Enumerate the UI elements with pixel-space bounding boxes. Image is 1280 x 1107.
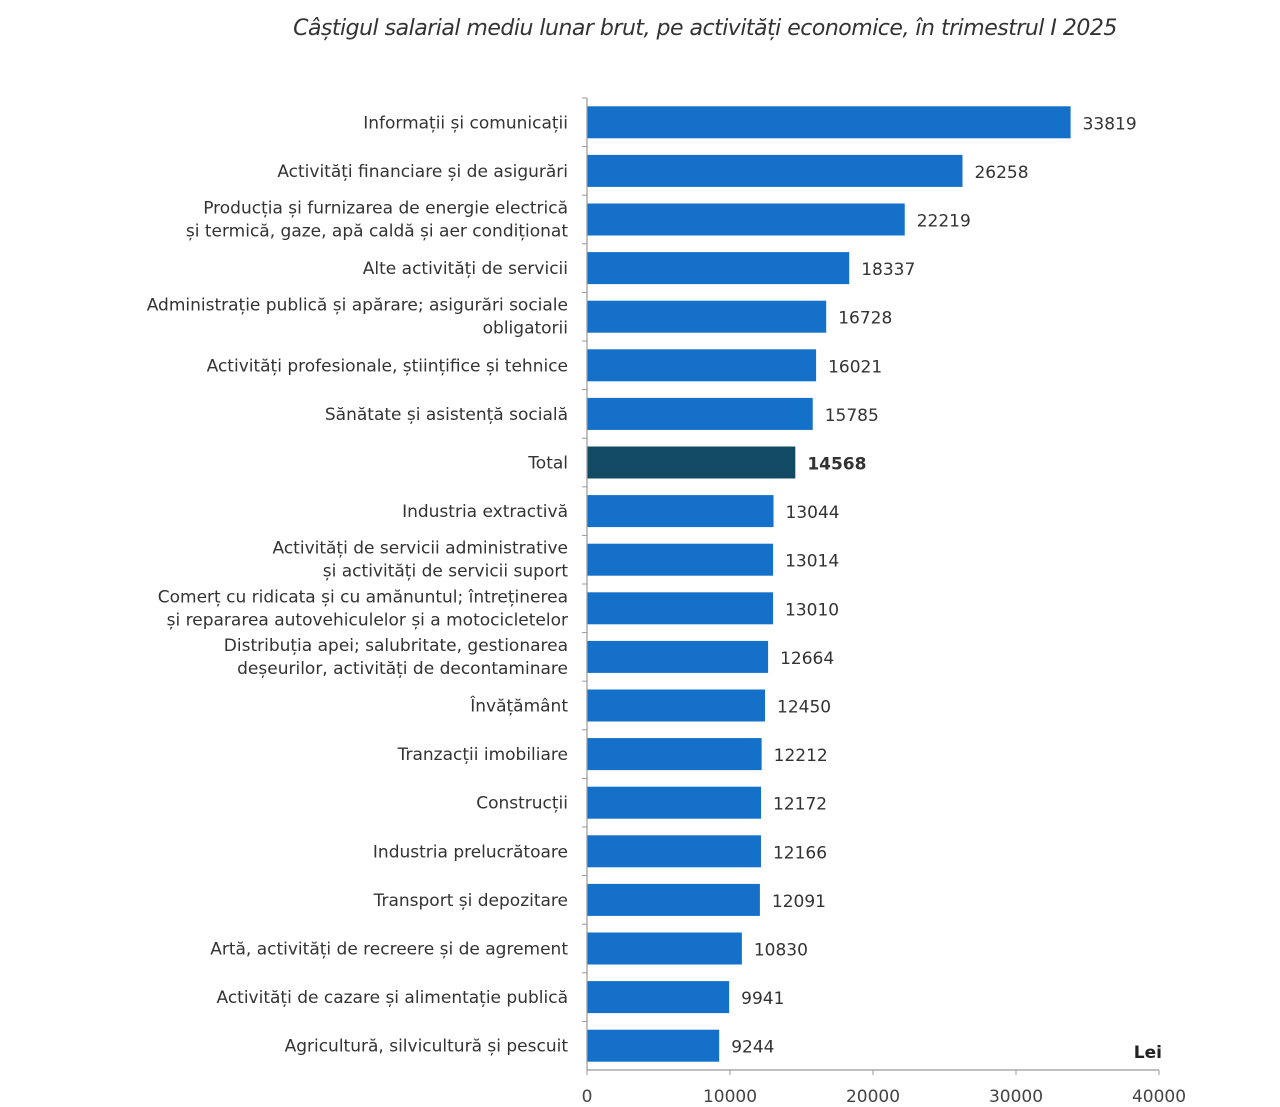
bar	[587, 592, 774, 625]
bar	[587, 883, 760, 916]
bar	[587, 252, 850, 285]
bar	[587, 300, 827, 333]
category-label: obligatorii	[483, 319, 568, 339]
data-label: 33819	[1083, 114, 1137, 134]
data-label: 14568	[807, 455, 866, 475]
data-label: 12172	[773, 795, 827, 815]
data-label: 26258	[974, 163, 1028, 183]
category-label: Distribuția apei; salubritate, gestionar…	[224, 636, 568, 656]
data-label: 16728	[838, 309, 892, 329]
category-label: Alte activități de servicii	[363, 259, 568, 279]
bar	[587, 835, 761, 868]
data-label: 9244	[731, 1038, 774, 1058]
bar	[587, 738, 762, 771]
x-axis-label: Lei	[1134, 1043, 1162, 1063]
category-label: Informații și comunicații	[363, 113, 568, 133]
bar	[587, 203, 905, 236]
data-label: 22219	[917, 212, 971, 232]
bar	[587, 106, 1071, 139]
data-label: 18337	[861, 260, 915, 280]
bar	[587, 1029, 720, 1062]
category-label: Industria extractivă	[402, 502, 568, 522]
category-label: Construcții	[476, 794, 568, 814]
bar	[587, 349, 817, 382]
category-label: deșeurilor, activități de decontaminare	[237, 659, 568, 679]
bar	[587, 446, 796, 479]
data-label: 13014	[785, 552, 839, 572]
category-label: Producția și furnizarea de energie elect…	[203, 199, 568, 219]
data-label: 9941	[741, 989, 784, 1009]
category-label: Total	[527, 454, 568, 474]
data-label: 13044	[786, 503, 840, 523]
category-label: Învățământ	[469, 695, 568, 717]
chart-title: Câștigul salarial mediu lunar brut, pe a…	[293, 16, 1117, 41]
category-label: Activități financiare și de asigurări	[277, 162, 568, 182]
category-label: Artă, activități de recreere și de agrem…	[210, 940, 568, 960]
x-tick-label: 0	[582, 1087, 593, 1107]
data-label: 16021	[828, 357, 882, 377]
data-label: 12450	[777, 698, 831, 718]
category-label: Comerț cu ridicata și cu amănuntul; într…	[158, 587, 568, 607]
data-label: 12664	[780, 649, 834, 669]
bar	[587, 689, 766, 722]
bar	[587, 981, 730, 1014]
data-label: 12166	[773, 843, 827, 863]
x-tick-label: 40000	[1132, 1087, 1186, 1107]
bar	[587, 397, 813, 430]
category-label: Transport și depozitare	[373, 891, 568, 911]
bar	[587, 543, 774, 576]
category-label: Tranzacții imobiliare	[397, 745, 568, 765]
data-label: 12212	[774, 746, 828, 766]
category-label: Activități de servicii administrative	[273, 539, 569, 559]
category-label: Sănătate și asistență socială	[325, 405, 568, 425]
x-tick-label: 20000	[846, 1087, 900, 1107]
x-tick-label: 10000	[703, 1087, 757, 1107]
category-label: Administrație publică și apărare; asigur…	[147, 296, 568, 316]
bar	[587, 640, 769, 673]
data-label: 10830	[754, 941, 808, 961]
category-label: Agricultură, silvicultură și pescuit	[285, 1037, 569, 1057]
category-label: și termică, gaze, apă caldă și aer condi…	[186, 222, 568, 242]
category-label: și activități de servicii suport	[323, 562, 569, 582]
bar	[587, 154, 963, 187]
category-label: Activități de cazare și alimentație publ…	[216, 988, 568, 1008]
bar	[587, 786, 762, 819]
category-label: Industria prelucrătoare	[373, 842, 568, 862]
data-label: 13010	[785, 600, 839, 620]
category-label: și repararea autovehiculelor și a motoci…	[167, 610, 568, 630]
data-label: 12091	[772, 892, 826, 912]
x-tick-label: 30000	[989, 1087, 1043, 1107]
category-label: Activități profesionale, științifice și …	[207, 356, 568, 376]
data-label: 15785	[825, 406, 879, 426]
bar	[587, 495, 774, 528]
bar	[587, 932, 742, 965]
